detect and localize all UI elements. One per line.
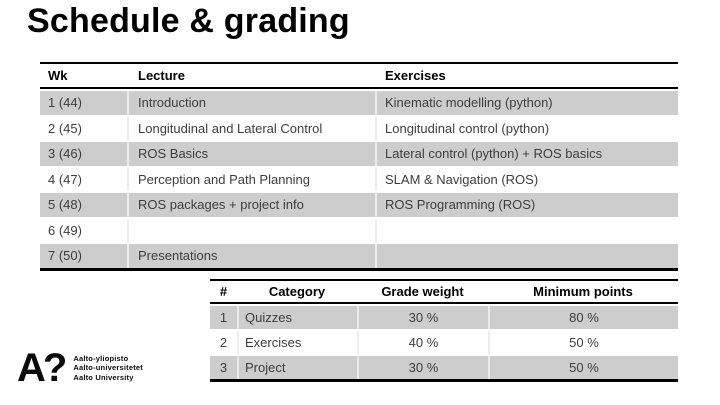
grading-cell-grade_weight: 40 % (357, 331, 488, 354)
schedule-cell-exercises: ROS Programming (ROS) (375, 193, 678, 217)
schedule-cell-wk: 5 (48) (40, 193, 127, 217)
aalto-logo-text-line: Aalto-yliopisto (73, 353, 129, 363)
schedule-table: Wk Lecture Exercises 1 (44) Introduction K… (40, 62, 678, 271)
grading-cell-minimum_points: 80 % (488, 306, 678, 329)
schedule-cell-exercises (375, 244, 678, 268)
aalto-logo-text-line: Aalto University (73, 372, 134, 382)
schedule-cell-lecture: Longitudinal and Lateral Control (127, 116, 375, 140)
grading-cell-minimum_points: 50 % (488, 356, 678, 379)
schedule-table-header: Wk Lecture Exercises (40, 64, 678, 89)
schedule-cell-wk: 6 (49) (48, 222, 82, 238)
grading-cell-minimum_points: 50 % (488, 331, 678, 354)
grading-col-header-category: Category (268, 284, 326, 299)
slide-title: Schedule & grading (27, 2, 350, 40)
schedule-col-header-lecture: Lecture (138, 68, 185, 83)
schedule-cell-lecture: Perception and Path Planning (127, 167, 375, 191)
aalto-logo: A? Aalto-yliopisto Aalto-universitetet A… (17, 346, 143, 390)
grading-cell-category: Quizzes (237, 306, 357, 329)
schedule-cell-lecture: ROS Basics (127, 142, 375, 166)
grading-table-body: 1 Quizzes 30 % 80 % 2 Exercises 40 % 50 % 3 Proje… (210, 304, 678, 379)
grading-col-header-grade-weight: Grade weight (381, 284, 464, 299)
grading-col-header-minimum-points: Minimum points (533, 284, 633, 299)
schedule-cell-exercises: Lateral control (python) + ROS basics (375, 142, 678, 166)
schedule-cell-lecture (127, 218, 375, 242)
grading-cell-grade_weight: 30 % (357, 306, 488, 329)
schedule-table-body: 1 (44) Introduction Kinematic modelling (p… (40, 89, 678, 268)
grading-cell-category: Exercises (237, 331, 357, 354)
aalto-logo-text-line: Aalto-universitetet (73, 363, 143, 373)
schedule-col-header-exercises: Exercises (385, 68, 446, 83)
grading-cell-num: 1 (210, 306, 237, 329)
schedule-col-header-wk: Wk (48, 68, 68, 83)
schedule-cell-exercises (375, 218, 678, 242)
schedule-cell-lecture: ROS packages + project info (127, 193, 375, 217)
grading-cell-num: 3 (210, 356, 237, 379)
grading-col-header-num: # (219, 284, 228, 299)
schedule-cell-wk: 3 (46) (40, 142, 127, 166)
schedule-cell-exercises: SLAM & Navigation (ROS) (375, 167, 678, 191)
grading-table-header: # Category Grade weight Minimum points (210, 281, 678, 304)
schedule-cell-wk: 7 (50) (40, 244, 127, 268)
aalto-logo-text: Aalto-yliopisto Aalto-universitetet Aalt… (73, 354, 143, 382)
schedule-cell-lecture: Presentations (127, 244, 375, 268)
aalto-logo-mark: A? (17, 346, 67, 390)
schedule-cell-wk: 2 (45) (48, 120, 82, 136)
grading-cell-grade_weight: 30 % (357, 356, 488, 379)
grading-table: # Category Grade weight Minimum points 1… (210, 279, 678, 382)
schedule-cell-exercises: Longitudinal control (python) (375, 116, 678, 140)
schedule-cell-wk: 4 (47) (48, 171, 82, 187)
schedule-cell-wk: 1 (44) (40, 91, 127, 115)
schedule-cell-lecture: Introduction (127, 91, 375, 115)
grading-cell-category: Project (237, 356, 357, 379)
schedule-cell-exercises: Kinematic modelling (python) (375, 91, 678, 115)
grading-cell-num: 2 (219, 335, 228, 350)
